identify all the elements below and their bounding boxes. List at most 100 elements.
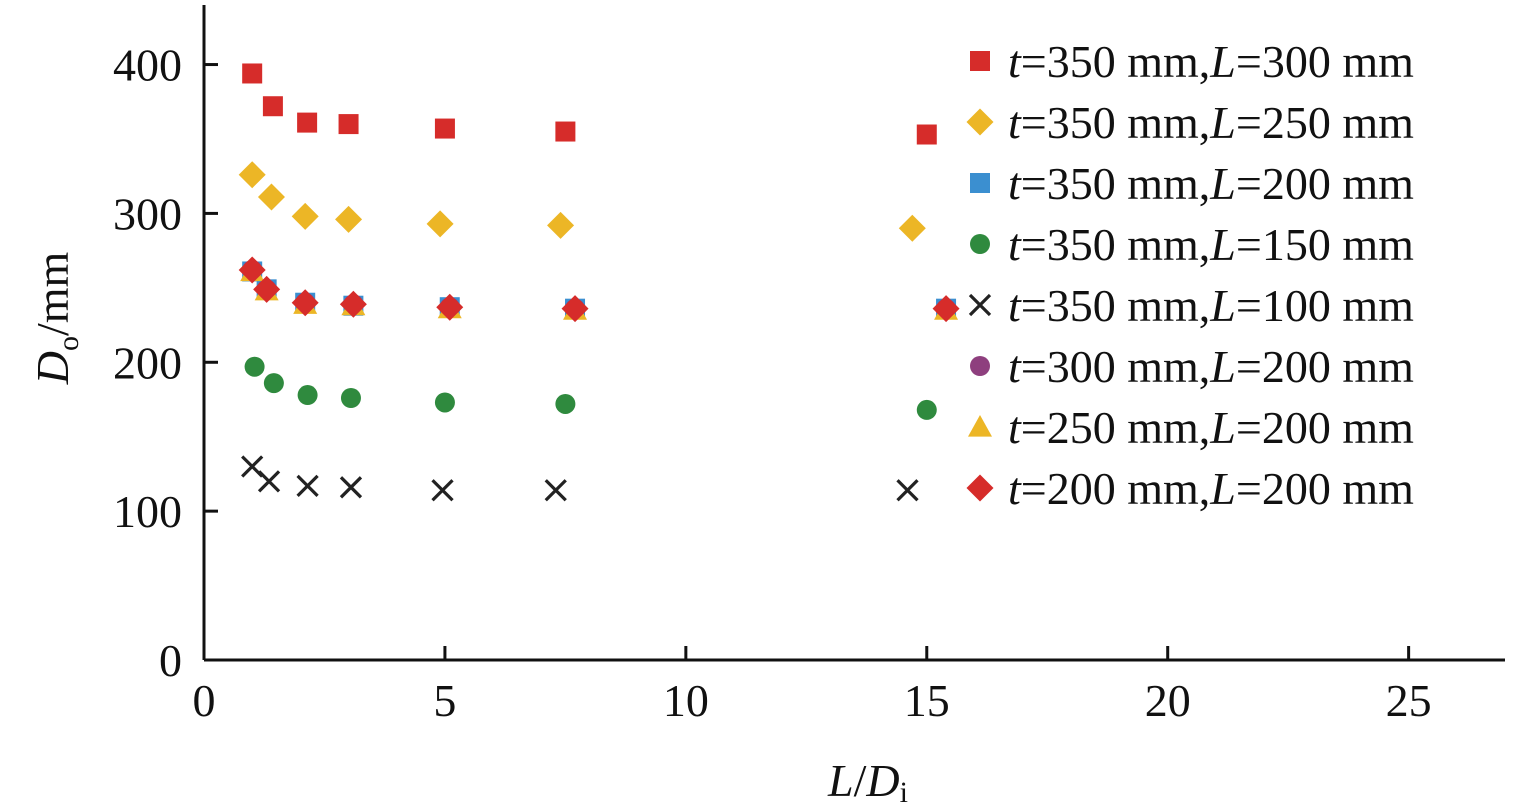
legend-label: t=300 mm,L=200 mm [1008, 341, 1414, 392]
y-tick-label: 300 [113, 188, 182, 239]
legend-label: t=350 mm,L=100 mm [1008, 280, 1414, 331]
data-point [340, 388, 361, 408]
data-point [339, 290, 367, 318]
data-point [434, 118, 455, 139]
y-tick-label: 200 [113, 337, 182, 388]
legend-label-part: =350 mm, [1021, 36, 1211, 87]
data-point [291, 202, 319, 230]
y-tick-label: 400 [113, 40, 182, 91]
data-point [338, 114, 359, 135]
x-axis-label-sep: / [854, 755, 867, 805]
x-tick-label: 20 [1145, 675, 1191, 726]
data-point [544, 479, 567, 502]
x-axis-label-sub: i [900, 776, 908, 805]
legend-item: t=350 mm,L=200 mm [970, 158, 1414, 209]
data-point [339, 476, 363, 499]
legend-label: t=350 mm,L=250 mm [1008, 97, 1414, 148]
legend-label: t=350 mm,L=300 mm [1008, 36, 1414, 87]
data-point [257, 470, 281, 493]
x-tick-label: 10 [663, 675, 709, 726]
data-point [916, 399, 937, 420]
x-tick-label: 5 [433, 675, 456, 726]
legend-marker [968, 415, 992, 437]
legend-label-part: =250 mm [1236, 97, 1414, 148]
legend-label-part: t [1008, 280, 1022, 331]
data-point [253, 275, 281, 303]
legend-label-part: L [1209, 463, 1236, 514]
data-point [916, 124, 937, 145]
data-point [238, 256, 266, 284]
legend-label-part: t [1008, 97, 1022, 148]
y-tick-label: 100 [113, 486, 182, 537]
legend-item: t=250 mm,L=200 mm [968, 402, 1414, 453]
legend-label-part: =200 mm, [1021, 463, 1211, 514]
legend-label-part: t [1008, 402, 1022, 453]
legend-marker [970, 173, 990, 193]
data-point [555, 121, 576, 142]
legend-item: t=350 mm,L=300 mm [970, 36, 1414, 87]
legend-label-part: L [1209, 97, 1236, 148]
series-5 [241, 455, 919, 502]
legend-item: t=350 mm,L=250 mm [966, 97, 1414, 148]
data-point [431, 479, 454, 502]
legend-label-part: L [1209, 158, 1236, 209]
data-point [898, 214, 926, 242]
series-2 [238, 161, 926, 242]
x-tick-label: 15 [904, 675, 950, 726]
legend-label-part: =300 mm, [1021, 341, 1211, 392]
data-point [297, 385, 318, 406]
legend-label-part: =200 mm [1236, 158, 1414, 209]
legend-label-part: t [1008, 158, 1022, 209]
legend-label: t=350 mm,L=200 mm [1008, 158, 1414, 209]
data-point [555, 393, 576, 414]
legend-label-part: L [1209, 402, 1236, 453]
legend-label: t=250 mm,L=200 mm [1008, 402, 1414, 453]
data-point [244, 356, 265, 377]
y-axis-label-sub: o [52, 336, 85, 351]
data-point [434, 392, 455, 413]
legend-marker [970, 356, 990, 376]
x-axis-label: L/Di [827, 755, 908, 805]
data-point [896, 479, 919, 502]
legend-item: t=350 mm,L=100 mm [968, 280, 1414, 331]
x-tick-label: 0 [193, 675, 216, 726]
data-point [263, 373, 284, 394]
data-point [436, 293, 464, 321]
data-point [238, 161, 266, 189]
axes [202, 5, 1505, 662]
data-point [257, 183, 285, 211]
legend-label-part: t [1008, 36, 1022, 87]
data-points [238, 63, 960, 502]
legend-label-part: =200 mm [1236, 402, 1414, 453]
y-axis-label-rest: /mm [27, 251, 78, 336]
legend-label-part: =350 mm, [1021, 158, 1211, 209]
data-point [242, 63, 263, 84]
legend-marker [966, 108, 994, 136]
legend-label-part: L [1209, 219, 1236, 270]
legend-label-part: =200 mm [1236, 341, 1414, 392]
legend-label-part: =250 mm, [1021, 402, 1211, 453]
y-axis-label-var: D [27, 351, 78, 385]
data-point [291, 289, 319, 317]
data-point [561, 295, 589, 323]
series-8 [238, 256, 960, 323]
legend-label-part: =200 mm [1236, 463, 1414, 514]
legend-label-part: t [1008, 463, 1022, 514]
legend-marker [968, 293, 992, 317]
data-point [297, 112, 318, 133]
series-1 [242, 63, 937, 145]
legend-label-part: =350 mm, [1021, 97, 1211, 148]
legend-label-part: =300 mm [1236, 36, 1414, 87]
legend-marker [970, 51, 990, 71]
legend: t=350 mm,L=300 mmt=350 mm,L=250 mmt=350 … [966, 36, 1414, 514]
legend-label-part: =350 mm, [1021, 280, 1211, 331]
legend-label-part: L [1209, 36, 1236, 87]
legend-label-part: =350 mm, [1021, 219, 1211, 270]
data-point [932, 295, 960, 323]
legend-label: t=200 mm,L=200 mm [1008, 463, 1414, 514]
x-axis-label-var: D [865, 755, 899, 805]
series-4 [244, 356, 937, 420]
tick-labels: 0 100 200 300 400 0 5 10 15 20 25 [113, 40, 1432, 726]
legend-label: t=350 mm,L=150 mm [1008, 219, 1414, 270]
